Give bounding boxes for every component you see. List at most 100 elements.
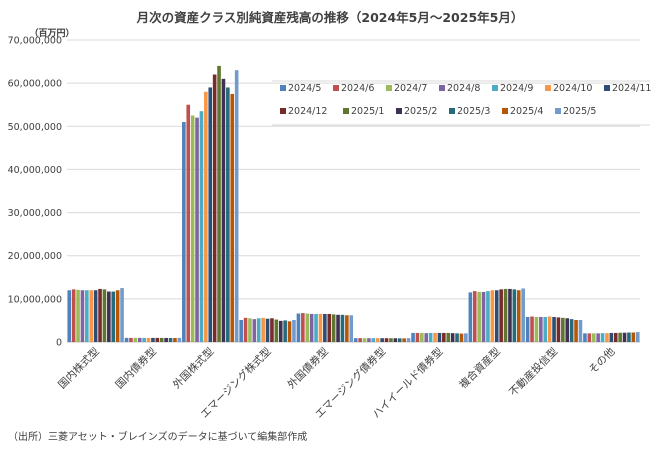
- bar-2024/12-ハイイールド債券型: [442, 332, 446, 342]
- x-tick-label: 国内債券型: [113, 345, 159, 391]
- bar-2025/5-エマージング債券型: [406, 338, 411, 342]
- bar-2025/3-外国債券型: [340, 314, 345, 342]
- bar-2024/11-エマージング債券型: [380, 338, 384, 342]
- legend-label: 2024/9: [500, 83, 533, 94]
- bar-2024/8-国内株式型: [80, 290, 85, 342]
- bar-2024/10-国内債券型: [146, 337, 151, 342]
- legend-swatch: [492, 85, 498, 91]
- bar-2025/5-国内債券型: [177, 337, 182, 342]
- x-tick-label: 外国債券型: [285, 345, 331, 391]
- bar-2025/1-外国債券型: [331, 314, 336, 342]
- bar-2024/12-外国債券型: [327, 313, 332, 342]
- legend-label: 2025/5: [563, 106, 596, 117]
- legend-label: 2024/7: [394, 83, 427, 94]
- bar-2025/1-ハイイールド債券型: [446, 332, 451, 342]
- legend-swatch: [343, 108, 349, 114]
- bar-2024/8-エマージング株式型: [252, 319, 257, 342]
- bar-2024/5-不動産投信型: [525, 316, 530, 342]
- bar-2024/12-国内債券型: [155, 337, 160, 342]
- bar-2024/5-ハイイールド債券型: [411, 332, 415, 342]
- bar-2024/6-国内株式型: [71, 289, 76, 342]
- legend-swatch: [502, 108, 508, 114]
- y-tick-label: 40,000,000: [8, 165, 62, 176]
- chart-title: 月次の資産クラス別純資産残高の推移（2024年5月～2025年5月）: [136, 10, 524, 25]
- bar-2024/11-ハイイールド債券型: [437, 332, 442, 342]
- legend-swatch: [545, 85, 551, 91]
- bar-2024/8-ハイイールド債券型: [424, 333, 429, 342]
- bar-2025/3-その他: [627, 332, 631, 342]
- bar-2025/3-複合資産型: [512, 289, 517, 342]
- bar-2024/7-国内株式型: [76, 289, 80, 342]
- bar-2025/2-複合資産型: [508, 288, 512, 342]
- bar-2024/8-複合資産型: [481, 291, 486, 342]
- bar-2025/1-エマージング債券型: [389, 338, 393, 342]
- y-tick-label: 0: [56, 338, 62, 349]
- legend-swatch: [439, 85, 445, 91]
- x-tick-label: 外国株式型: [170, 345, 216, 391]
- bar-2024/11-外国株式型: [208, 87, 213, 342]
- bar-2025/5-その他: [635, 332, 640, 342]
- bar-2024/8-外国株式型: [195, 117, 199, 343]
- legend-swatch: [396, 108, 402, 114]
- bar-2024/11-国内債券型: [151, 337, 155, 342]
- bar-2024/6-エマージング株式型: [243, 317, 248, 342]
- legend: 2024/5 2024/6 2024/7 2024/8 2024/9 2024/10 202…: [272, 80, 651, 126]
- x-tick-label: 複合資産型: [457, 345, 503, 391]
- legend-swatch: [333, 85, 339, 91]
- legend-swatch: [555, 108, 561, 114]
- bar-2024/7-エマージング株式型: [248, 318, 252, 342]
- bar-2024/7-ハイイールド債券型: [420, 332, 424, 342]
- legend-label: 2024/5: [288, 83, 321, 94]
- legend-label: 2025/1: [351, 106, 384, 117]
- bar-2024/11-複合資産型: [494, 290, 499, 342]
- legend-label: 2024/12: [288, 106, 327, 117]
- bar-2025/3-エマージング株式型: [283, 320, 287, 342]
- bar-2024/7-複合資産型: [477, 291, 481, 342]
- legend-label: 2024/8: [447, 83, 480, 94]
- bar-2025/2-ハイイールド債券型: [450, 333, 455, 342]
- legend-label: 2024/11: [612, 83, 651, 94]
- x-tick-label: 不動産投信型: [506, 345, 560, 399]
- bar-2024/7-不動産投信型: [534, 316, 539, 342]
- bar-2025/5-不動産投信型: [578, 319, 583, 342]
- bar-2024/9-外国株式型: [199, 111, 204, 342]
- bar-2024/11-不動産投信型: [552, 316, 556, 342]
- bar-2024/5-国内株式型: [67, 290, 72, 342]
- bar-2024/9-複合資産型: [486, 291, 490, 342]
- legend-label: 2024/10: [553, 83, 592, 94]
- legend-swatch: [280, 85, 286, 91]
- bar-2025/5-ハイイールド債券型: [464, 333, 468, 342]
- bar-2024/10-複合資産型: [490, 290, 495, 342]
- footnote: （出所）三菱アセット・ブレインズのデータに基づいて編集部作成: [8, 430, 307, 443]
- bar-2024/9-国内債券型: [142, 337, 146, 342]
- legend-label: 2024/6: [341, 83, 374, 94]
- bar-2025/2-国内債券型: [164, 337, 168, 342]
- bar-2024/8-エマージング債券型: [367, 338, 371, 342]
- bar-2025/5-外国債券型: [349, 315, 354, 342]
- bar-2025/2-エマージング株式型: [278, 320, 283, 342]
- bar-2024/7-国内債券型: [133, 337, 138, 342]
- bar-2024/9-国内株式型: [85, 290, 89, 342]
- y-tick-label: 70,000,000: [8, 36, 62, 47]
- bar-2025/1-国内株式型: [102, 289, 107, 342]
- bar-2024/12-不動産投信型: [556, 317, 561, 342]
- bar-2024/12-エマージング株式型: [270, 318, 274, 342]
- bar-2024/10-ハイイールド債券型: [433, 332, 437, 342]
- bar-2025/3-ハイイールド債券型: [455, 333, 459, 342]
- bar-2024/10-その他: [605, 333, 609, 342]
- bar-2025/1-複合資産型: [503, 288, 508, 342]
- bar-2024/8-不動産投信型: [539, 316, 543, 342]
- bar-2025/2-その他: [622, 332, 627, 342]
- bar-2025/2-エマージング債券型: [393, 338, 398, 342]
- bar-2024/6-複合資産型: [472, 291, 477, 342]
- bar-2024/9-不動産投信型: [543, 316, 548, 342]
- bar-2025/5-エマージング株式型: [292, 319, 296, 342]
- bar-2024/12-その他: [613, 332, 618, 342]
- bar-2025/4-エマージング株式型: [287, 321, 292, 342]
- y-tick-label: 60,000,000: [8, 79, 62, 90]
- bar-2024/12-エマージング債券型: [384, 338, 389, 342]
- bar-2024/11-エマージング株式型: [265, 318, 270, 342]
- bar-2025/1-エマージング株式型: [274, 319, 279, 342]
- bar-2025/4-ハイイールド債券型: [459, 333, 464, 342]
- bar-2024/8-その他: [596, 333, 600, 342]
